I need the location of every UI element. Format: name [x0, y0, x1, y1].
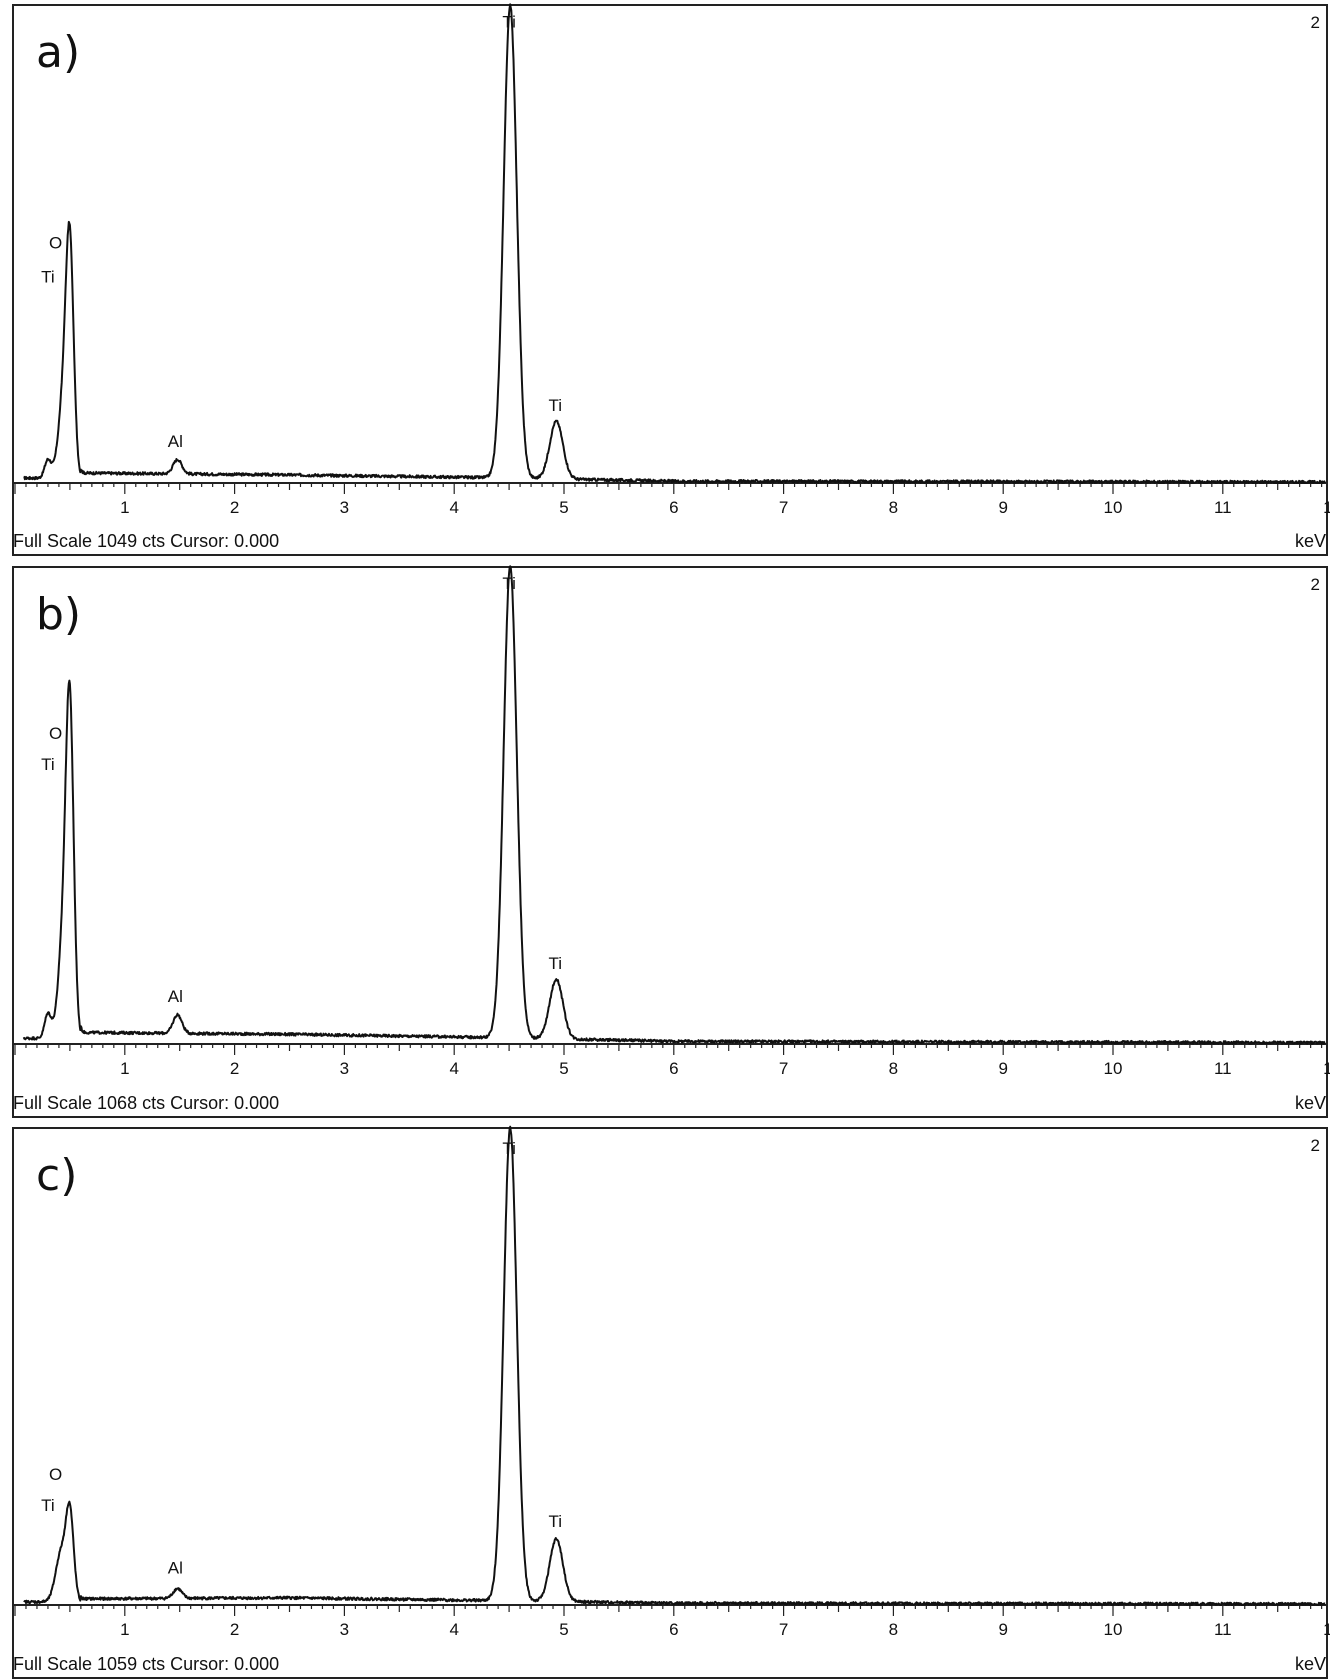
panel-letter: b): [36, 589, 81, 640]
x-tick-label: 2: [230, 498, 239, 517]
peak-label-o: O: [49, 724, 62, 743]
x-tick-label: 4: [449, 1620, 458, 1639]
unit-label: keV: [1295, 531, 1326, 551]
peak-label-ti: Ti: [548, 954, 562, 973]
peak-label-ti: Ti: [41, 755, 55, 774]
corner-label: 2: [1311, 1136, 1320, 1155]
x-tick-label: 9: [998, 1620, 1007, 1639]
panel-letter: a): [36, 27, 80, 78]
peak-label-o: O: [49, 1465, 62, 1484]
x-tick-label: 5: [559, 1620, 568, 1639]
unit-label: keV: [1295, 1093, 1326, 1113]
x-tick-label: 2: [230, 1059, 239, 1078]
peak-label-ti: Ti: [41, 267, 55, 286]
x-tick-label: 12: [1323, 1059, 1330, 1078]
peak-label-al: Al: [168, 987, 183, 1006]
corner-label: 2: [1311, 13, 1320, 32]
x-tick-label: 3: [340, 1059, 349, 1078]
peak-label-ti: Ti: [502, 13, 516, 32]
x-tick-label: 1: [120, 1059, 129, 1078]
x-tick-label: 5: [559, 1059, 568, 1078]
x-tick-label: 3: [340, 1620, 349, 1639]
peak-label-al: Al: [168, 1559, 183, 1578]
x-tick-label: 10: [1104, 1059, 1123, 1078]
peak-label-ti: Ti: [548, 1512, 562, 1531]
x-tick-label: 7: [779, 1059, 788, 1078]
full-scale-readout: Full Scale 1068 cts Cursor: 0.000: [13, 1093, 279, 1113]
peak-label-al: Al: [168, 432, 183, 451]
x-tick-label: 1: [120, 1620, 129, 1639]
panel-frame: [12, 566, 1328, 1118]
peak-label-o: O: [49, 234, 62, 253]
x-tick-label: 4: [449, 1059, 458, 1078]
unit-label: keV: [1295, 1654, 1326, 1674]
spectrum-panel-1: a)2123456789101112OTiAlTiTiFull Scale 10…: [12, 3, 1330, 556]
panel-frame: [12, 4, 1328, 556]
x-tick-label: 9: [998, 1059, 1007, 1078]
x-tick-label: 10: [1104, 498, 1123, 517]
x-tick-label: 9: [998, 498, 1007, 517]
peak-label-ti: Ti: [548, 396, 562, 415]
panel-letter: c): [36, 1150, 77, 1201]
spectrum-line: [23, 1125, 1326, 1606]
x-tick-label: 7: [779, 1620, 788, 1639]
x-tick-label: 5: [559, 498, 568, 517]
spectrum-line: [22, 565, 1326, 1045]
peak-label-ti: Ti: [502, 1139, 516, 1158]
full-scale-readout: Full Scale 1049 cts Cursor: 0.000: [13, 531, 279, 551]
peak-label-ti: Ti: [41, 1496, 55, 1515]
panel-frame: [12, 1127, 1328, 1679]
x-tick-label: 8: [889, 498, 898, 517]
x-tick-label: 3: [340, 498, 349, 517]
x-tick-label: 2: [230, 1620, 239, 1639]
spectrum-panel-2: b)2123456789101112OTiAlTiTiFull Scale 10…: [12, 565, 1330, 1118]
corner-label: 2: [1311, 575, 1320, 594]
spectrum-panel-3: c)2123456789101112OTiAlTiTiFull Scale 10…: [12, 1125, 1330, 1679]
peak-label-ti: Ti: [502, 574, 516, 593]
x-tick-label: 11: [1214, 1059, 1232, 1078]
x-tick-label: 10: [1104, 1620, 1123, 1639]
x-tick-label: 8: [889, 1620, 898, 1639]
x-tick-label: 6: [669, 1059, 678, 1078]
x-tick-label: 4: [449, 498, 458, 517]
x-tick-label: 11: [1214, 1620, 1232, 1639]
x-tick-label: 1: [120, 498, 129, 517]
spectrum-line: [23, 3, 1326, 484]
x-tick-label: 12: [1323, 498, 1330, 517]
x-tick-label: 11: [1214, 498, 1232, 517]
x-tick-label: 8: [889, 1059, 898, 1078]
x-tick-label: 6: [669, 498, 678, 517]
x-tick-label: 7: [779, 498, 788, 517]
full-scale-readout: Full Scale 1059 cts Cursor: 0.000: [13, 1654, 279, 1674]
x-tick-label: 6: [669, 1620, 678, 1639]
x-tick-label: 12: [1323, 1620, 1330, 1639]
